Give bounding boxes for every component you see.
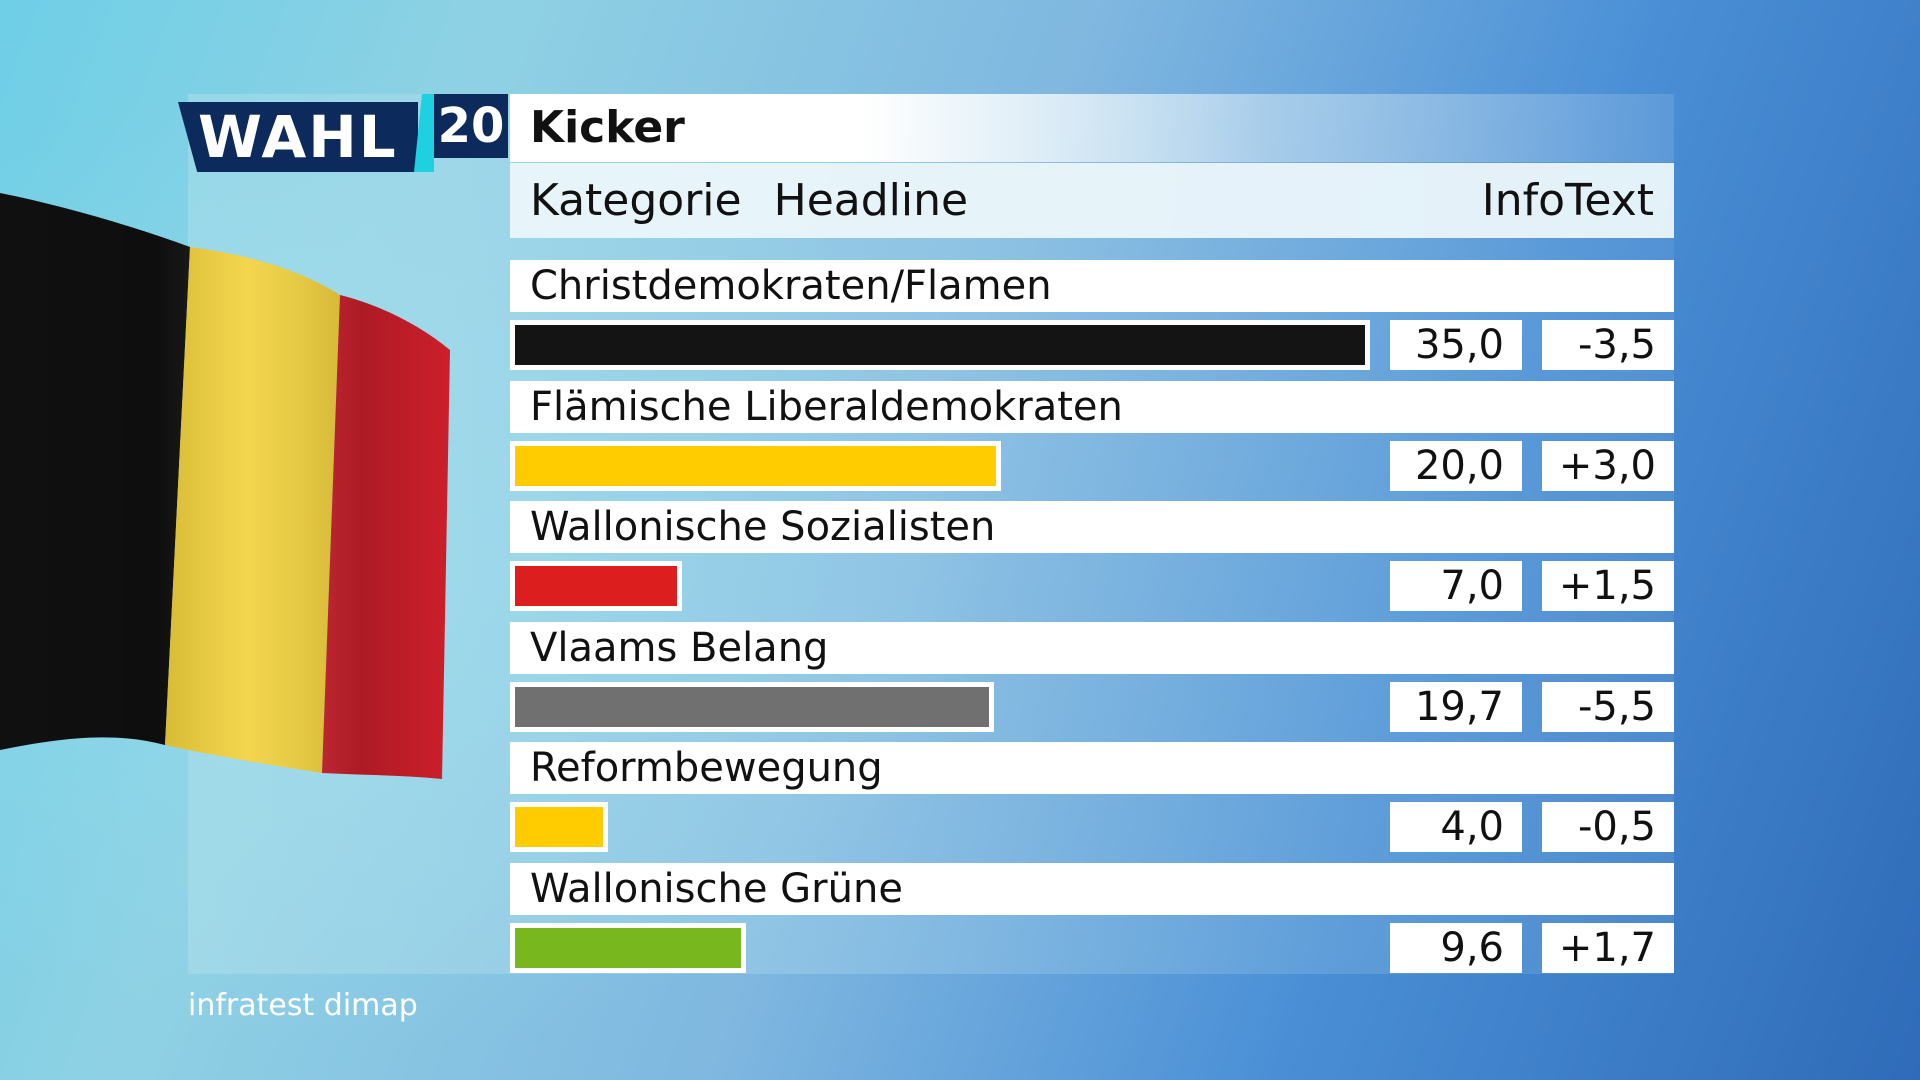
kicker-bar — [510, 94, 1674, 162]
belgium-flag-image — [0, 193, 450, 779]
value-label: 7,0 — [1390, 561, 1522, 611]
source-label: infratest dimap — [188, 988, 418, 1023]
value-label: 20,0 — [1390, 440, 1522, 491]
bar-track — [510, 440, 1370, 491]
bar — [510, 922, 746, 973]
kategorie-label: Kategorie — [530, 175, 742, 226]
chart-row: Christdemokraten/Flamen 35,0 -3,5 — [510, 260, 1674, 370]
headline-bar — [510, 163, 1674, 238]
bar-track — [510, 320, 1370, 370]
value-label: 9,6 — [1390, 922, 1522, 973]
headline-label: Headline — [773, 175, 969, 226]
chart-row: Flämische Liberaldemokraten 20,0 +3,0 — [510, 380, 1674, 491]
headline-left: Kategorie Headline — [530, 163, 1000, 238]
value-label: 19,7 — [1390, 681, 1522, 732]
value-label: 35,0 — [1390, 320, 1522, 370]
party-label: Wallonische Grüne — [530, 865, 903, 912]
party-label-bar — [510, 621, 1674, 674]
bar — [510, 802, 608, 852]
bar-track — [510, 681, 1370, 732]
party-label: Reformbewegung — [530, 745, 883, 791]
change-label: +1,7 — [1542, 922, 1674, 973]
bar-track — [510, 802, 1370, 852]
infotext-label: InfoText — [1481, 175, 1654, 226]
chart-row: Wallonische Grüne 9,6 +1,7 — [510, 862, 1674, 973]
logo-number: 20 — [434, 94, 508, 158]
logo-wahl-text: WAHL — [178, 102, 418, 172]
chart-row: Wallonische Sozialisten 7,0 +1,5 — [510, 501, 1674, 611]
bar — [510, 681, 994, 732]
party-label: Wallonische Sozialisten — [530, 504, 996, 550]
change-label: -3,5 — [1542, 320, 1674, 370]
change-label: -0,5 — [1542, 802, 1674, 852]
change-label: -5,5 — [1542, 681, 1674, 732]
party-label: Flämische Liberaldemokraten — [530, 383, 1123, 430]
value-label: 4,0 — [1390, 802, 1522, 852]
party-label-bar — [510, 260, 1674, 312]
chart-row: Vlaams Belang 19,7 -5,5 — [510, 621, 1674, 732]
party-label-bar — [510, 742, 1674, 794]
party-label: Christdemokraten/Flamen — [530, 263, 1052, 309]
bar-track — [510, 561, 1370, 611]
change-label: +1,5 — [1542, 561, 1674, 611]
bar — [510, 320, 1370, 370]
party-label-bar — [510, 501, 1674, 553]
change-label: +3,0 — [1542, 440, 1674, 491]
bar — [510, 561, 682, 611]
party-label-bar — [510, 862, 1674, 915]
chart-row: Reformbewegung 4,0 -0,5 — [510, 742, 1674, 852]
party-label-bar — [510, 380, 1674, 433]
bar-track — [510, 922, 1370, 973]
bar — [510, 440, 1001, 491]
party-label: Vlaams Belang — [530, 624, 829, 671]
kicker-label: Kicker — [530, 102, 685, 153]
